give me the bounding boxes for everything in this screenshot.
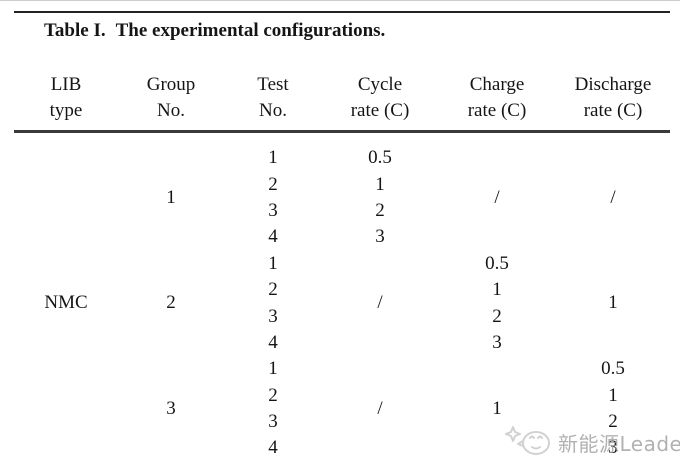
cell-test-no: 2 [268,384,278,406]
cell-lib-type: NMC [44,292,88,314]
cell-test-no: 3 [268,305,278,327]
table-title-label: Table I. [44,20,106,41]
cell-group-no-2: 2 [166,292,176,314]
column-header-test-no: Test No. [257,74,289,121]
cell-cycle-rate-merged: / [377,292,383,314]
cell-test-no: 3 [268,199,278,221]
cell-test-no: 3 [268,411,278,433]
image-top-edge-line [0,0,680,1]
column-header-lib-type: LIB type [49,74,83,121]
cell-charge-rate-merged: / [494,186,500,208]
cell-test-no: 1 [268,147,278,169]
cell-cycle-rate: 3 [375,226,385,248]
cell-charge-rate-merged: 1 [492,397,502,419]
column-header-cycle-rate: Cycle rate (C) [350,74,410,121]
cell-test-no: 2 [268,173,278,195]
column-header-charge-rate: Charge rate (C) [467,74,527,121]
table-top-rule [14,11,670,13]
cell-test-no: 2 [268,279,278,301]
cell-cycle-rate: 2 [375,199,385,221]
cell-test-no: 1 [268,252,278,274]
table-title: Table I. The experimental configurations. [44,20,385,42]
cell-charge-rate: 1 [492,279,502,301]
cell-discharge-rate: 0.5 [601,358,625,380]
cell-charge-rate: 3 [492,331,502,353]
cell-cycle-rate: 0.5 [368,147,392,169]
cell-test-no: 4 [268,226,278,248]
table-header-rule [14,130,670,133]
column-header-discharge-rate: Discharge rate (C) [574,74,652,121]
column-header-group-no: Group No. [146,74,196,121]
cell-cycle-rate-merged: / [377,397,383,419]
cell-group-no-3: 3 [166,397,176,419]
watermark-brand-text: 新能源Leader [558,431,680,456]
cell-cycle-rate: 1 [375,173,385,195]
cell-group-no-1: 1 [166,186,176,208]
cell-discharge-rate: 3 [608,437,618,459]
cell-discharge-rate: 1 [608,384,618,406]
cell-charge-rate: 0.5 [485,252,509,274]
table-title-text: The experimental configurations. [115,20,386,41]
table-body: NMC 1 2 3 1 2 3 4 1 2 3 4 1 2 3 4 0.5 1 … [14,145,670,462]
cell-test-no: 4 [268,437,278,459]
cell-discharge-rate-merged: / [610,186,616,208]
cell-charge-rate: 2 [492,305,502,327]
table-header-row: LIB type Group No. Test No. Cycle rate (… [14,72,670,124]
cell-discharge-rate: 2 [608,411,618,433]
bird-doodle-icon [503,419,558,465]
watermark: 新能源Leader [503,419,680,465]
cell-test-no: 1 [268,358,278,380]
cell-discharge-rate-merged: 1 [608,292,618,314]
cell-test-no: 4 [268,331,278,353]
